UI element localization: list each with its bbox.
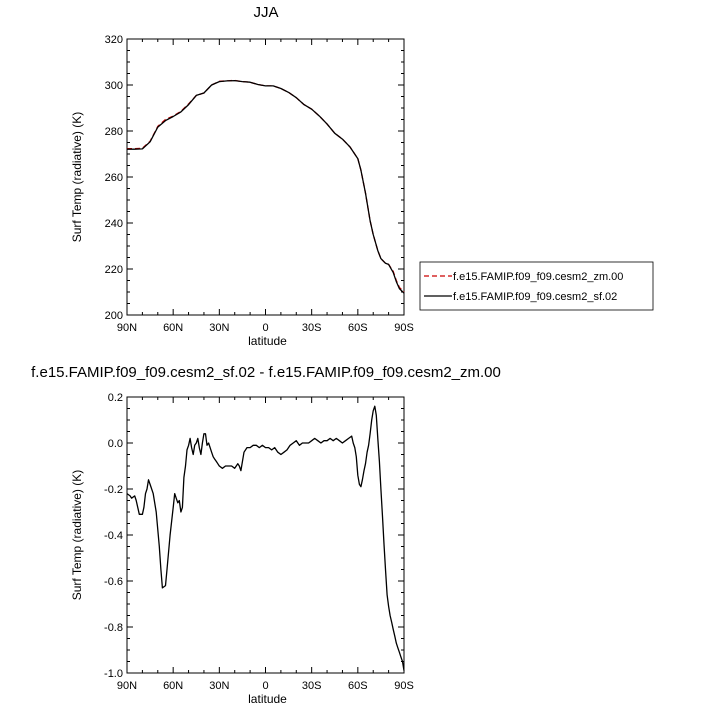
top-y-tick-label: 260 [105,172,123,184]
top-x-tick-label: 60S [348,322,368,334]
bottom-plot-frame [126,396,405,674]
top-y-tick-label: 300 [105,80,123,92]
bottom-y-tick-label: -0.2 [104,484,123,496]
bottom-x-tick-label: 90S [394,680,414,692]
bottom-series-line-1 [126,405,405,671]
bottom-x-tick-label: 30N [209,680,229,692]
top-series-line-2 [127,79,405,294]
top-y-tick-label: 280 [105,126,123,138]
bottom-x-tick-label: 60N [163,680,183,692]
legend-label-1: f.e15.FAMIP.f09_f09.cesm2_zm.00 [453,271,623,283]
top-y-tick-label: 200 [105,310,123,322]
top-x-tick-label: 0 [262,322,268,334]
bottom-y-axis-title: Surf Temp (radiative) (K) [70,470,84,600]
bottom-y-tick-label: -0.8 [104,622,123,634]
bottom-y-tick-label: 0.0 [108,438,123,450]
bottom-x-axis-title: latitude [248,692,287,706]
bottom-y-tick-label: 0.2 [108,392,123,404]
bottom-y-tick-label: -0.6 [104,576,123,588]
bottom-x-tick-label: 30S [302,680,322,692]
bottom-x-tick-label: 0 [262,680,268,692]
top-chart-title: JJA [253,4,279,21]
legend-box [419,261,654,311]
top-x-tick-label: 60N [163,322,183,334]
legend-label-2: f.e15.FAMIP.f09_f09.cesm2_sf.02 [453,291,617,303]
top-series-line-1 [127,79,405,293]
top-y-tick-label: 220 [105,264,123,276]
top-y-tick-label: 240 [105,218,123,230]
top-x-tick-label: 90S [394,322,414,334]
top-x-tick-label: 90N [117,322,137,334]
bottom-y-tick-label: -1.0 [104,668,123,680]
top-x-tick-label: 30S [302,322,322,334]
top-x-axis-title: latitude [248,334,287,348]
bottom-y-tick-label: -0.4 [104,530,123,542]
bottom-chart-title: f.e15.FAMIP.f09_f09.cesm2_sf.02 - f.e15.… [31,364,501,381]
bottom-x-tick-label: 90N [117,680,137,692]
top-y-tick-label: 320 [105,34,123,46]
top-y-axis-title: Surf Temp (radiative) (K) [70,112,84,242]
top-x-tick-label: 30N [209,322,229,334]
bottom-x-tick-label: 60S [348,680,368,692]
